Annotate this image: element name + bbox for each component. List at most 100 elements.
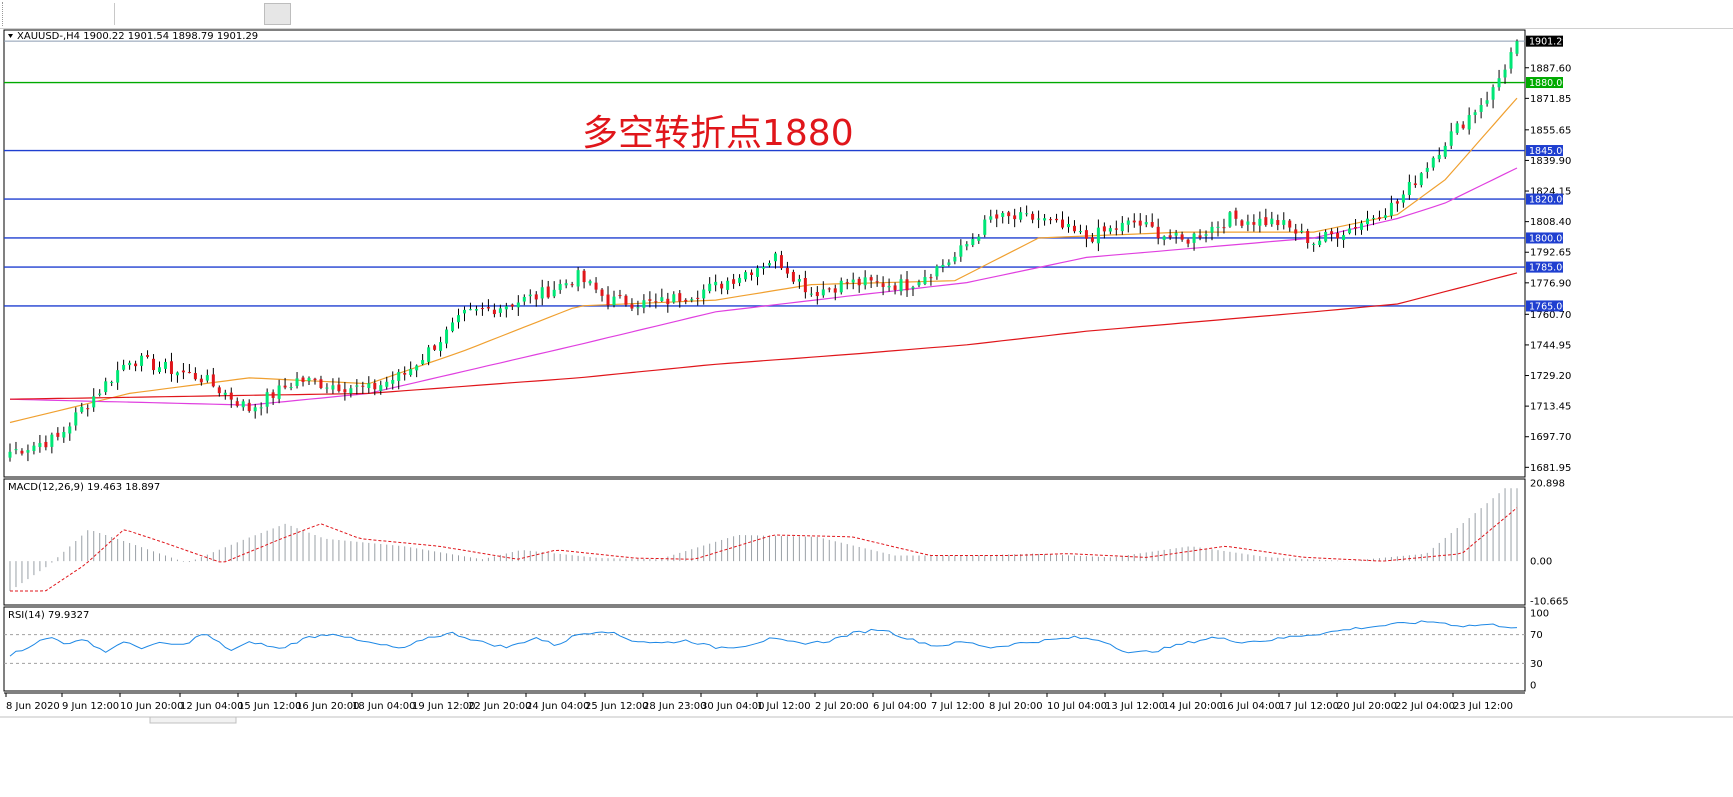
- candle-body: [235, 401, 239, 406]
- timeframe-h1-button[interactable]: [236, 3, 263, 25]
- text-tool-icon[interactable]: [36, 3, 60, 25]
- candle-body: [474, 309, 478, 311]
- candle-body: [1132, 220, 1136, 223]
- candle-body: [953, 256, 957, 262]
- symbol-info-label: XAUUSD-,H4 1900.22 1901.54 1898.79 1901.…: [17, 31, 258, 42]
- candle-body: [1216, 226, 1220, 228]
- toolbar-grip[interactable]: [2, 2, 6, 26]
- timeframe-w1-button[interactable]: [320, 3, 347, 25]
- rsi-line: [9, 620, 1518, 657]
- candle-body: [636, 307, 640, 309]
- date-label: 23 Jul 12:00: [1453, 701, 1513, 712]
- candle-body: [403, 372, 407, 375]
- timeframe-d1-button[interactable]: [292, 3, 319, 25]
- candle-body: [600, 289, 604, 296]
- candle-body: [929, 277, 933, 279]
- candle-body: [1455, 123, 1459, 133]
- candle-body: [576, 270, 580, 287]
- arrows-tool-icon[interactable]: [84, 3, 108, 25]
- date-label: 16 Jul 04:00: [1221, 701, 1281, 712]
- candle-body: [439, 342, 443, 351]
- candle-body: [1503, 69, 1507, 78]
- candle-body: [163, 361, 167, 369]
- candle-body: [1348, 228, 1352, 234]
- timeframe-m15-button[interactable]: [180, 3, 207, 25]
- price-tick-label: 1871.85: [1530, 94, 1571, 105]
- candle-body: [1401, 194, 1405, 203]
- candle-body: [1473, 112, 1477, 115]
- timeframe-m30-button[interactable]: [208, 3, 235, 25]
- candle-body: [612, 296, 616, 306]
- candle-body: [1360, 223, 1364, 230]
- candle-body: [714, 281, 718, 286]
- current-price-tag: [1526, 35, 1563, 47]
- date-label: 1 Jul 12:00: [757, 701, 811, 712]
- moving-average-1: [9, 97, 1518, 424]
- candle-body: [1461, 124, 1465, 129]
- candle-body: [301, 377, 305, 382]
- candle-body: [750, 272, 754, 275]
- candle-body: [869, 277, 873, 281]
- date-label: 8 Jul 20:00: [989, 701, 1043, 712]
- date-label: 18 Jun 04:00: [352, 701, 416, 712]
- candle-body: [337, 384, 341, 392]
- candle-body: [1312, 243, 1316, 245]
- candle-body: [122, 364, 126, 370]
- chart-tab: [149, 716, 237, 724]
- candle-body: [851, 279, 855, 283]
- price-axis: [1525, 67, 1529, 468]
- macd-pane: [3, 478, 1526, 606]
- price-tick-label: 1776.90: [1530, 278, 1571, 289]
- candle-body: [38, 443, 42, 447]
- candle-body: [1090, 237, 1094, 242]
- date-label: 17 Jul 12:00: [1279, 701, 1339, 712]
- price-tick-label: 1808.40: [1530, 217, 1571, 228]
- date-label: 24 Jun 04:00: [526, 701, 590, 712]
- candle-body: [678, 293, 682, 302]
- candle-body: [1186, 239, 1190, 244]
- candle-body: [32, 445, 36, 451]
- macd-histogram: [9, 488, 1518, 592]
- candle-body: [570, 284, 574, 286]
- candle-body: [756, 268, 760, 277]
- candle-body: [977, 236, 981, 241]
- candle-body: [827, 288, 831, 290]
- timeframe-mn-button[interactable]: [348, 3, 375, 25]
- candle-body: [1180, 234, 1184, 240]
- candle-body: [349, 388, 353, 394]
- candle-body: [660, 297, 664, 302]
- candle-body: [732, 279, 736, 284]
- candle-body: [116, 370, 120, 383]
- candle-body: [253, 407, 257, 412]
- candle-body: [833, 288, 837, 293]
- macd-tick-label: -10.665: [1530, 597, 1569, 608]
- candle-body: [516, 302, 520, 308]
- candle-body: [134, 363, 138, 367]
- candle-body: [720, 283, 724, 289]
- candle-body: [696, 297, 700, 299]
- candle-body: [50, 434, 54, 447]
- text-label-tool-icon[interactable]: [60, 3, 84, 25]
- candle-body: [457, 315, 461, 323]
- timeframe-h4-button[interactable]: [264, 3, 291, 25]
- date-label: 28 Jun 23:00: [643, 701, 707, 712]
- candle-body: [648, 299, 652, 301]
- timeframe-m5-button[interactable]: [152, 3, 179, 25]
- candle-body: [391, 379, 395, 384]
- candle-body: [1324, 231, 1328, 242]
- chart-canvas: XAUUSD-,H4 1900.22 1901.54 1898.79 1901.…: [0, 29, 1733, 724]
- candle-body: [80, 406, 84, 412]
- crosshair-tool-icon[interactable]: [12, 3, 36, 25]
- candle-body: [1240, 220, 1244, 226]
- candle-body: [1192, 233, 1196, 243]
- candle-body: [875, 281, 879, 283]
- timeframe-m1-button[interactable]: [124, 3, 151, 25]
- candle-body: [343, 389, 347, 393]
- candle-body: [259, 407, 263, 409]
- level-price-tag-label: 1880.00: [1529, 78, 1568, 89]
- candle-body: [1138, 220, 1142, 226]
- candle-body: [397, 371, 401, 381]
- candle-body: [1270, 218, 1274, 225]
- candle-body: [767, 263, 771, 266]
- candle-body: [1491, 87, 1495, 100]
